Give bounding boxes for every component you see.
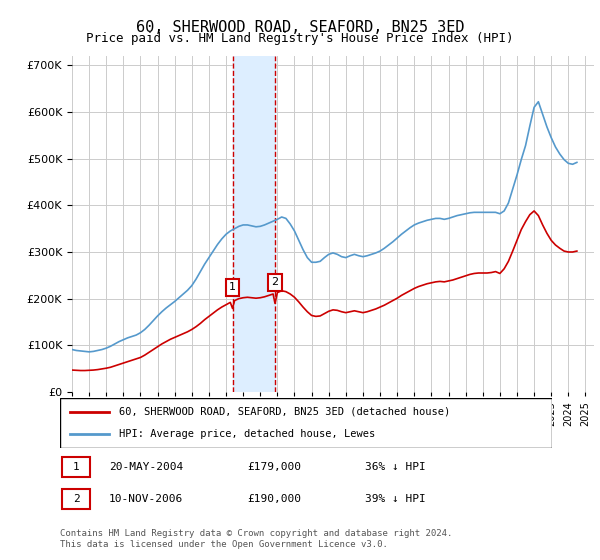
Text: 60, SHERWOOD ROAD, SEAFORD, BN25 3ED (detached house): 60, SHERWOOD ROAD, SEAFORD, BN25 3ED (de… [119, 407, 450, 417]
Text: £179,000: £179,000 [247, 462, 301, 472]
Text: 39% ↓ HPI: 39% ↓ HPI [365, 494, 426, 504]
Text: 36% ↓ HPI: 36% ↓ HPI [365, 462, 426, 472]
Text: 2: 2 [271, 277, 278, 287]
Text: 1: 1 [73, 462, 80, 472]
Bar [233, 56, 275, 392]
Text: £190,000: £190,000 [247, 494, 301, 504]
Text: 10-NOV-2006: 10-NOV-2006 [109, 494, 184, 504]
FancyBboxPatch shape [60, 398, 552, 448]
FancyBboxPatch shape [62, 456, 89, 477]
FancyBboxPatch shape [62, 489, 89, 510]
Text: 1: 1 [229, 282, 236, 292]
Text: 60, SHERWOOD ROAD, SEAFORD, BN25 3ED: 60, SHERWOOD ROAD, SEAFORD, BN25 3ED [136, 20, 464, 35]
Text: Price paid vs. HM Land Registry's House Price Index (HPI): Price paid vs. HM Land Registry's House … [86, 32, 514, 45]
Text: 20-MAY-2004: 20-MAY-2004 [109, 462, 184, 472]
Text: Contains HM Land Registry data © Crown copyright and database right 2024.
This d: Contains HM Land Registry data © Crown c… [60, 529, 452, 549]
Text: HPI: Average price, detached house, Lewes: HPI: Average price, detached house, Lewe… [119, 429, 375, 439]
Text: 2: 2 [73, 494, 80, 504]
